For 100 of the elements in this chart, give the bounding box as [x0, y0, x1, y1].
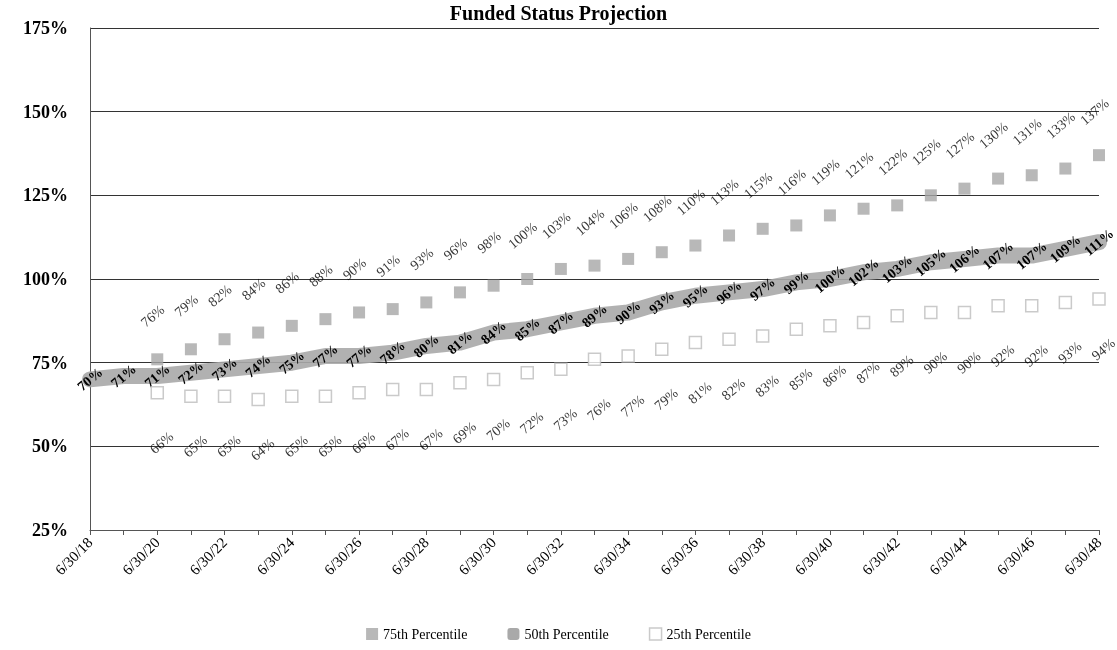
data-label: 76% [138, 301, 168, 330]
point [688, 335, 703, 350]
data-label: 70% [483, 415, 514, 444]
data-label: 96% [440, 234, 471, 264]
point [1025, 169, 1038, 182]
data-label: 86% [272, 268, 303, 297]
data-label: 67% [416, 425, 446, 454]
point [890, 309, 904, 323]
chart-title: Funded Status Projection [449, 2, 668, 25]
data-label: 76% [584, 395, 614, 424]
y-tick-label: 25% [32, 520, 68, 540]
data-label: 85% [786, 365, 816, 394]
data-label: 90% [339, 254, 370, 284]
data-label: 80% [410, 331, 442, 361]
point [184, 389, 198, 403]
data-label: 73% [208, 354, 241, 385]
legend-label: 75th Percentile [383, 626, 468, 642]
point [588, 259, 601, 272]
point [1024, 299, 1039, 313]
data-label: 85% [511, 314, 543, 344]
point [891, 199, 904, 212]
point [857, 202, 870, 215]
data-label: 65% [281, 432, 312, 461]
data-label: 64% [248, 435, 278, 464]
data-label: 65% [180, 432, 211, 461]
point [587, 352, 602, 367]
data-label: 77% [617, 391, 648, 421]
point [251, 392, 265, 407]
legend-label: 25th Percentile [666, 626, 751, 642]
data-label: 84% [239, 274, 269, 304]
point [958, 182, 971, 195]
data-label: 99% [780, 267, 812, 298]
y-tick-label: 125% [23, 185, 68, 206]
y-tick-label: 150% [23, 101, 68, 122]
data-label: 65% [315, 432, 345, 461]
point [756, 222, 769, 235]
point [217, 389, 232, 403]
data-label: 90% [954, 348, 984, 377]
point [655, 246, 668, 259]
point [151, 353, 164, 366]
data-label: 75% [276, 347, 308, 378]
legend-label: 50th Percentile [524, 626, 609, 642]
point [285, 389, 299, 403]
point [385, 382, 400, 397]
data-label: 70% [74, 364, 106, 395]
point [285, 319, 298, 332]
data-label: 98% [474, 228, 504, 257]
data-label: 88% [306, 261, 336, 290]
data-label: 92% [987, 341, 1018, 370]
point [352, 386, 366, 400]
data-label: 77% [343, 341, 375, 371]
data-label: 81% [444, 327, 476, 358]
data-label: 96% [713, 277, 745, 308]
data-label: 71% [108, 361, 140, 391]
point [992, 172, 1005, 185]
y-tick-label: 50% [32, 436, 68, 457]
data-label: 93% [407, 244, 437, 274]
data-label: 82% [205, 281, 235, 310]
point [1093, 149, 1105, 162]
point [755, 329, 770, 343]
point [622, 252, 635, 265]
data-label: 82% [718, 375, 749, 404]
point [957, 305, 972, 320]
point [420, 296, 433, 309]
point [318, 389, 333, 403]
data-label: 73% [550, 405, 581, 434]
data-label: 65% [214, 432, 244, 461]
data-label: 79% [171, 291, 202, 320]
data-label: 93% [646, 287, 678, 318]
data-label: 77% [309, 341, 341, 371]
data-label: 97% [747, 274, 779, 304]
point [621, 349, 635, 363]
data-label: 87% [853, 358, 883, 387]
point [924, 305, 938, 320]
data-label: 94% [1088, 334, 1117, 364]
point [924, 189, 937, 202]
data-label: 92% [1021, 341, 1052, 370]
data-label: 69% [449, 418, 480, 447]
point [991, 299, 1005, 313]
point [1058, 295, 1073, 310]
point [521, 273, 534, 285]
y-tick-label: 75% [32, 352, 68, 373]
point [1059, 162, 1072, 175]
point [689, 239, 702, 252]
data-label: 66% [147, 428, 177, 457]
data-label: 79% [651, 385, 682, 414]
point [487, 279, 500, 292]
data-label: 83% [752, 371, 783, 400]
point [520, 365, 534, 380]
point [486, 372, 501, 387]
data-label: 72% [175, 357, 207, 388]
point [1092, 292, 1106, 306]
point [252, 326, 265, 339]
point [386, 303, 399, 316]
data-label: 87% [545, 307, 577, 338]
point [554, 262, 567, 275]
point [184, 343, 197, 356]
point [453, 376, 467, 390]
point [319, 313, 332, 326]
data-label: 93% [1055, 338, 1085, 367]
